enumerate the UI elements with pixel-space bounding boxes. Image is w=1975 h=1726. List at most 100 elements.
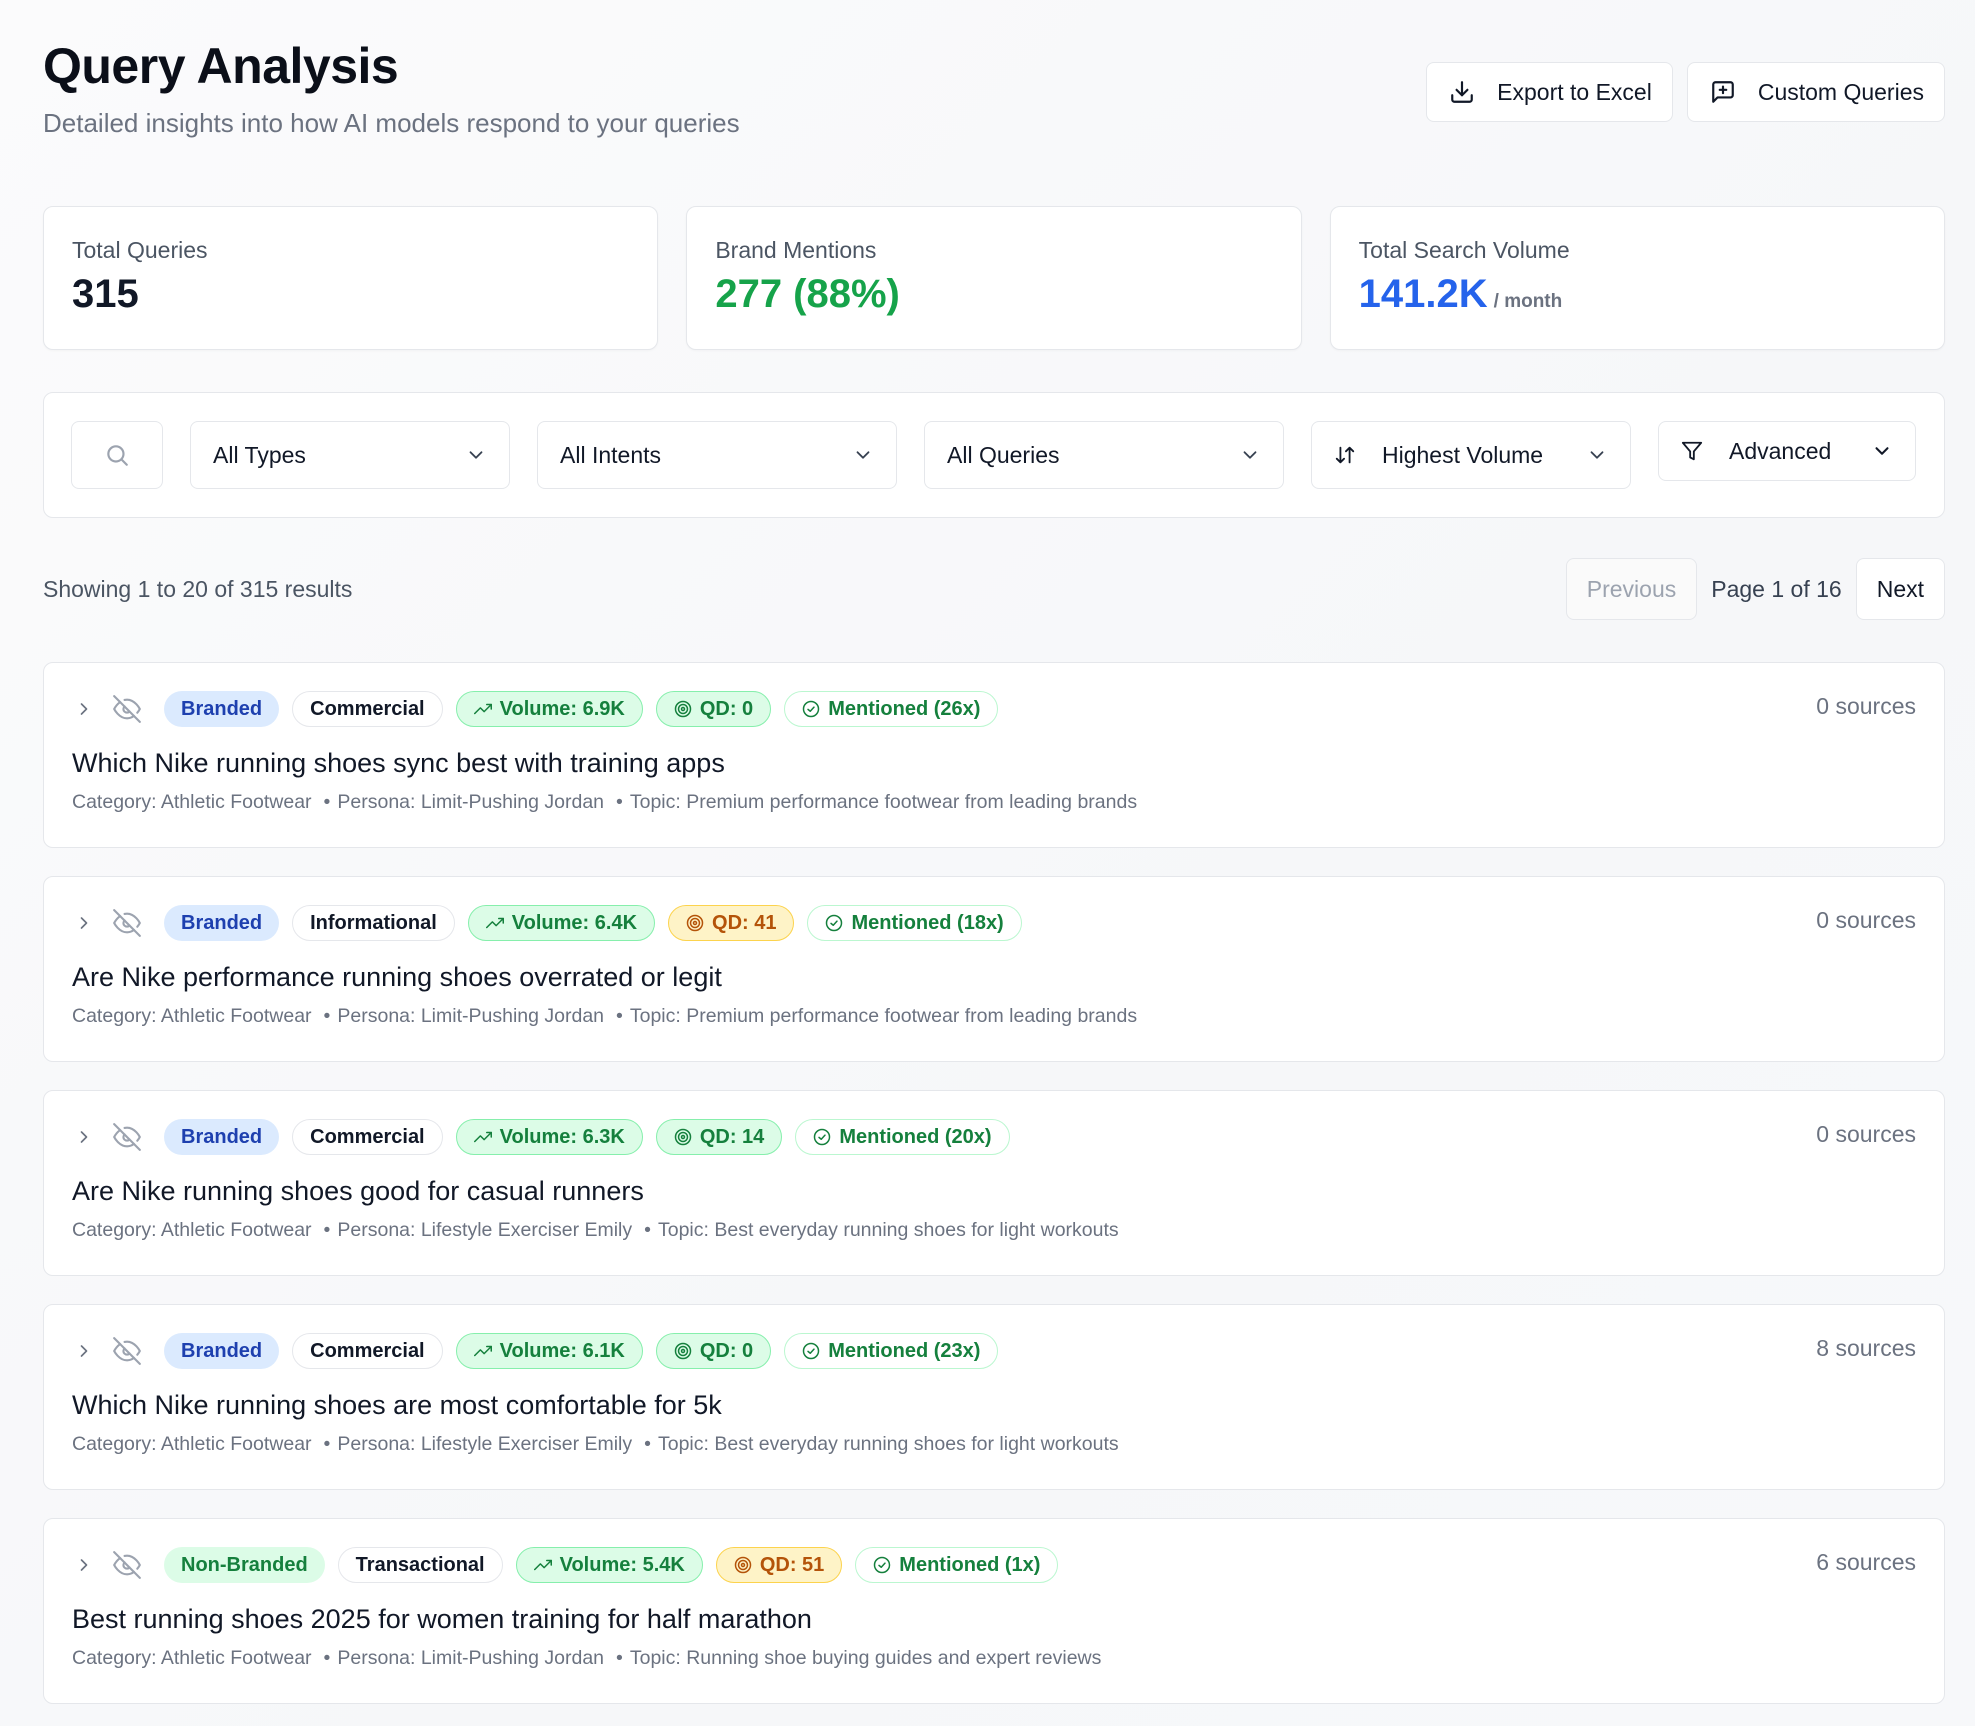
query-title: Are Nike running shoes good for casual r… xyxy=(72,1176,644,1206)
expand-chevron-icon[interactable] xyxy=(72,1339,96,1363)
mentioned-value: Mentioned (26x) xyxy=(828,697,981,720)
page-indicator: Page 1 of 16 xyxy=(1711,575,1842,602)
export-excel-button[interactable]: Export to Excel xyxy=(1426,62,1673,122)
intent-badge: Commercial xyxy=(292,1333,443,1369)
trending-up-icon xyxy=(473,1345,492,1357)
sort-select[interactable]: Highest Volume xyxy=(1311,421,1631,489)
query-meta: Category: Athletic Footwear • Persona: L… xyxy=(72,791,1916,814)
queries-select-value: All Queries xyxy=(947,441,1060,468)
brand-type-badge: Non-Branded xyxy=(164,1547,325,1583)
query-topic: Topic: Best everyday running shoes for l… xyxy=(657,1219,1119,1241)
volume-value: Volume: 6.1K xyxy=(499,1339,625,1362)
query-persona: Persona: Lifestyle Exerciser Emily xyxy=(337,1433,633,1455)
results-count: Showing 1 to 20 of 315 results xyxy=(43,575,353,602)
mentioned-badge: Mentioned (26x) xyxy=(784,691,999,727)
search-volume-value-row: 141.2K / month xyxy=(1359,270,1916,326)
volume-badge: Volume: 6.3K xyxy=(455,1119,643,1155)
trending-up-icon xyxy=(485,917,504,929)
type-select[interactable]: All Types xyxy=(190,421,510,489)
message-plus-icon xyxy=(1711,81,1734,103)
query-card-5[interactable]: Non-Branded Transactional Volume: 5.4K Q… xyxy=(43,1518,1945,1704)
intent-badge: Commercial xyxy=(292,1119,443,1155)
brand-type-badge: Branded xyxy=(164,691,280,727)
eye-off-icon[interactable] xyxy=(112,1337,142,1365)
qd-badge: QD: 41 xyxy=(668,905,795,941)
meta-separator: • xyxy=(323,1647,331,1669)
advanced-filter-button[interactable]: Advanced xyxy=(1658,421,1916,481)
expand-chevron-icon[interactable] xyxy=(72,697,96,721)
query-card-2[interactable]: Branded Informational Volume: 6.4K QD: 4… xyxy=(43,876,1945,1062)
mentioned-badge: Mentioned (20x) xyxy=(795,1119,1010,1155)
eye-off-icon[interactable] xyxy=(112,909,142,937)
qd-value: QD: 14 xyxy=(699,1125,765,1148)
query-persona: Persona: Limit-Pushing Jordan xyxy=(337,1005,605,1027)
meta-separator: • xyxy=(644,1219,651,1241)
queries-select[interactable]: All Queries xyxy=(924,421,1284,489)
eye-off-icon[interactable] xyxy=(112,695,142,723)
total-queries-label: Total Queries xyxy=(72,237,208,263)
qd-value: QD: 51 xyxy=(759,1553,825,1576)
search-icon xyxy=(107,445,128,466)
query-title: Which Nike running shoes sync best with … xyxy=(72,748,725,778)
sources-count[interactable]: 0 sources xyxy=(1816,693,1916,719)
type-select-value: All Types xyxy=(213,441,306,468)
sort-select-value: Highest Volume xyxy=(1382,441,1544,468)
custom-queries-label: Custom Queries xyxy=(1757,78,1924,105)
query-topic: Topic: Running shoe buying guides and ex… xyxy=(629,1647,1102,1669)
qd-badge: QD: 51 xyxy=(715,1547,843,1583)
expand-chevron-icon[interactable] xyxy=(72,1553,96,1577)
filter-icon xyxy=(1681,441,1703,461)
query-meta: Category: Athletic Footwear • Persona: L… xyxy=(72,1219,1916,1242)
query-category: Category: Athletic Footwear xyxy=(72,791,312,813)
intent-select[interactable]: All Intents xyxy=(537,421,897,489)
brand-type-badge: Branded xyxy=(164,1333,280,1369)
query-title: Which Nike running shoes are most comfor… xyxy=(72,1390,722,1420)
stats-row: Total Queries 315 Brand Mentions 277 (88… xyxy=(43,206,1945,350)
sources-count[interactable]: 6 sources xyxy=(1816,1549,1916,1575)
query-title: Best running shoes 2025 for women traini… xyxy=(72,1604,812,1634)
query-tags: Branded Commercial Volume: 6.1K QD: 0 Me… xyxy=(72,1333,1916,1369)
meta-separator: • xyxy=(616,1647,623,1669)
custom-queries-button[interactable]: Custom Queries xyxy=(1686,62,1945,122)
page-subtitle: Detailed insights into how AI models res… xyxy=(43,108,740,138)
total-queries-card: Total Queries 315 xyxy=(43,206,659,350)
search-volume-suffix: / month xyxy=(1493,291,1563,312)
chevron-down-icon xyxy=(1590,451,1604,459)
volume-value: Volume: 6.3K xyxy=(499,1125,625,1148)
query-category: Category: Athletic Footwear xyxy=(72,1219,312,1241)
target-icon xyxy=(734,1556,752,1574)
target-icon xyxy=(686,914,704,932)
chevron-down-icon xyxy=(856,451,870,459)
mentioned-value: Mentioned (18x) xyxy=(851,911,1004,934)
eye-off-icon[interactable] xyxy=(112,1123,142,1151)
mentioned-badge: Mentioned (18x) xyxy=(807,905,1022,941)
sources-count[interactable]: 8 sources xyxy=(1816,1335,1916,1361)
query-analysis-page: Query Analysis Detailed insights into ho… xyxy=(43,36,1945,1704)
eye-off-icon[interactable] xyxy=(112,1551,142,1579)
volume-badge: Volume: 6.9K xyxy=(455,691,643,727)
next-page-button[interactable]: Next xyxy=(1855,558,1945,620)
expand-chevron-icon[interactable] xyxy=(72,911,96,935)
check-circle-icon xyxy=(802,700,820,718)
brand-mentions-label: Brand Mentions xyxy=(715,237,877,263)
query-card-3[interactable]: Branded Commercial Volume: 6.3K QD: 14 M… xyxy=(43,1090,1945,1276)
results-bar: Showing 1 to 20 of 315 results Previous … xyxy=(43,558,1945,620)
check-circle-icon xyxy=(814,1128,831,1146)
sources-count[interactable]: 0 sources xyxy=(1816,907,1916,933)
query-card-1[interactable]: Branded Commercial Volume: 6.9K QD: 0 Me… xyxy=(43,662,1945,848)
sources-count[interactable]: 0 sources xyxy=(1816,1121,1916,1147)
total-queries-value: 315 xyxy=(72,272,139,316)
sort-select-left: Highest Volume xyxy=(1334,442,1543,469)
query-card-4[interactable]: Branded Commercial Volume: 6.1K QD: 0 Me… xyxy=(43,1304,1945,1490)
query-category: Category: Athletic Footwear xyxy=(72,1005,312,1027)
query-meta: Category: Athletic Footwear • Persona: L… xyxy=(72,1005,1916,1028)
search-input[interactable] xyxy=(71,421,163,489)
trending-up-icon xyxy=(473,703,492,715)
query-title: Are Nike performance running shoes overr… xyxy=(72,962,722,992)
query-persona: Persona: Limit-Pushing Jordan xyxy=(337,791,605,813)
previous-page-button[interactable]: Previous xyxy=(1565,558,1698,620)
query-tags: Branded Commercial Volume: 6.3K QD: 14 M… xyxy=(72,1119,1916,1155)
expand-chevron-icon[interactable] xyxy=(72,1125,96,1149)
intent-badge: Transactional xyxy=(337,1547,503,1583)
target-icon xyxy=(674,700,692,718)
